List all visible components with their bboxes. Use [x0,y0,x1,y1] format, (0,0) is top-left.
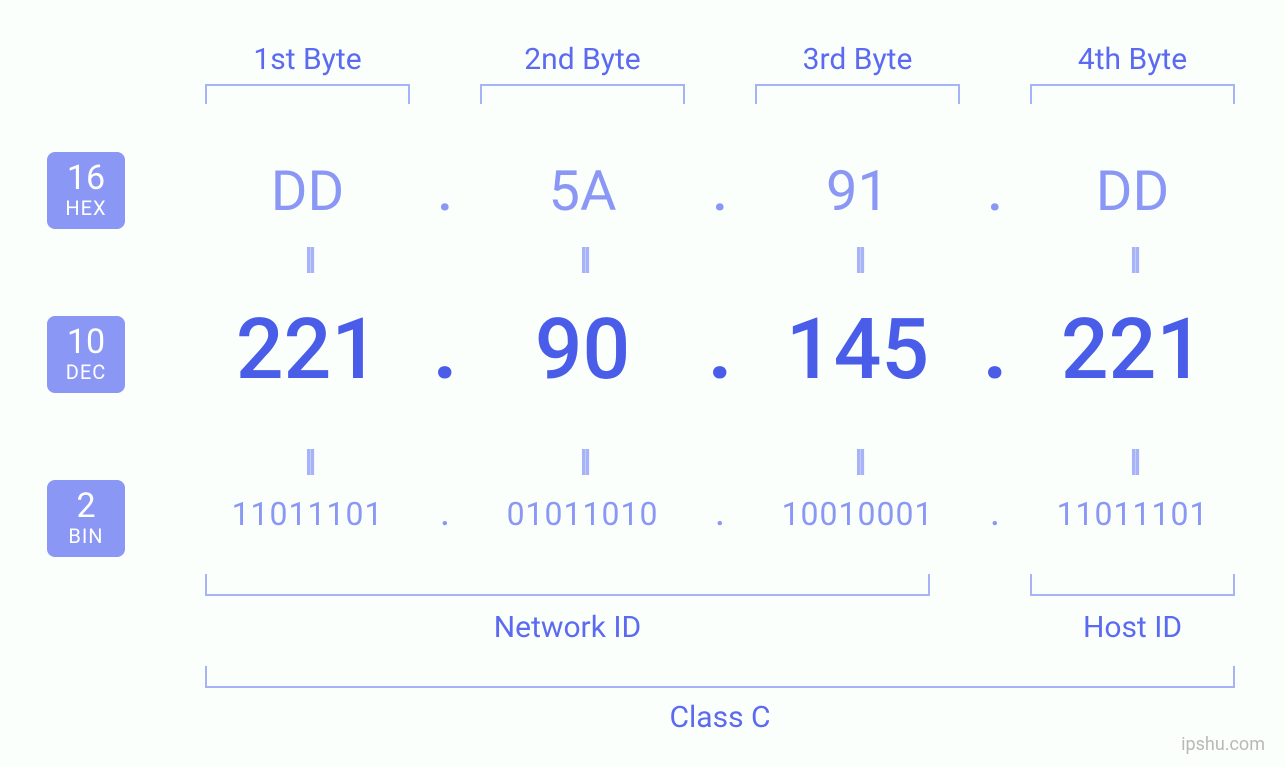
bin-byte-1: 11011101 [205,495,410,533]
byte-bracket-3 [755,84,960,104]
byte-header-2: 2nd Byte [480,42,685,77]
base-badge-dec: 10 DEC [47,316,125,393]
base-num-hex: 16 [47,160,125,197]
network-id-label: Network ID [205,610,930,645]
eq-dec-bin-3: II [755,442,960,484]
hex-byte-4: DD [1030,158,1235,224]
bin-byte-4: 11011101 [1030,495,1235,533]
eq-hex-dec-3: II [755,240,960,282]
eq-dec-bin-1: II [205,442,410,484]
byte-bracket-1 [205,84,410,104]
base-name-hex: HEX [47,197,125,219]
ip-diagram: 1st Byte 2nd Byte 3rd Byte 4th Byte 16 H… [0,0,1285,767]
class-bracket [205,666,1235,688]
dec-dot-1: . [415,300,475,399]
dec-byte-4: 221 [1030,300,1235,399]
hex-byte-1: DD [205,158,410,224]
bin-dot-2: . [690,495,750,533]
network-id-bracket [205,574,930,596]
base-num-bin: 2 [47,488,125,525]
base-badge-hex: 16 HEX [47,152,125,229]
eq-hex-dec-1: II [205,240,410,282]
dec-byte-2: 90 [480,300,685,399]
byte-header-1: 1st Byte [205,42,410,77]
base-num-dec: 10 [47,324,125,361]
class-label: Class C [205,700,1235,735]
byte-bracket-2 [480,84,685,104]
byte-header-3: 3rd Byte [755,42,960,77]
dec-byte-1: 221 [205,300,410,399]
bin-byte-3: 10010001 [755,495,960,533]
bin-dot-3: . [965,495,1025,533]
byte-header-4: 4th Byte [1030,42,1235,77]
host-id-bracket [1030,574,1235,596]
base-name-dec: DEC [47,361,125,383]
base-badge-bin: 2 BIN [47,480,125,557]
hex-byte-2: 5A [480,158,685,224]
eq-hex-dec-2: II [480,240,685,282]
hex-byte-3: 91 [755,158,960,224]
dec-byte-3: 145 [755,300,960,399]
eq-hex-dec-4: II [1030,240,1235,282]
host-id-label: Host ID [1030,610,1235,645]
hex-dot-1: . [415,158,475,224]
bin-byte-2: 01011010 [480,495,685,533]
dec-dot-2: . [690,300,750,399]
bin-dot-1: . [415,495,475,533]
hex-dot-2: . [690,158,750,224]
hex-dot-3: . [965,158,1025,224]
watermark: ipshu.com [1181,734,1265,755]
byte-bracket-4 [1030,84,1235,104]
eq-dec-bin-4: II [1030,442,1235,484]
dec-dot-3: . [965,300,1025,399]
eq-dec-bin-2: II [480,442,685,484]
base-name-bin: BIN [47,525,125,547]
